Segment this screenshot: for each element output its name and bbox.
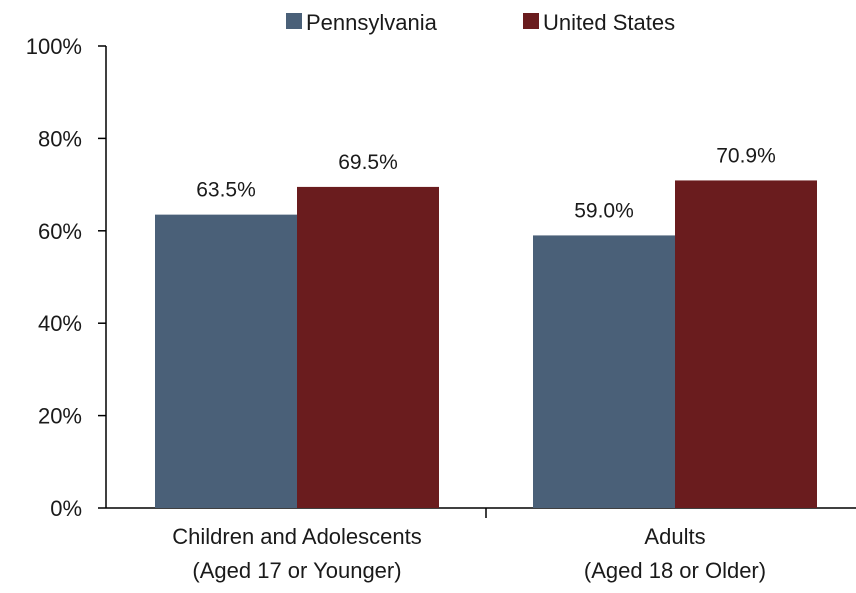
y-tick-label: 40%: [38, 311, 82, 336]
legend-label: Pennsylvania: [306, 10, 438, 35]
x-category-label: (Aged 17 or Younger): [192, 558, 401, 583]
data-label: 63.5%: [196, 179, 256, 202]
data-label: 69.5%: [338, 151, 398, 174]
y-tick-label: 100%: [26, 34, 82, 59]
legend-label: United States: [543, 10, 675, 35]
bar: [675, 180, 817, 508]
y-tick-label: 80%: [38, 126, 82, 151]
bar: [533, 235, 675, 509]
x-category-label: Children and Adolescents: [172, 524, 422, 549]
x-category-label: Adults: [644, 524, 705, 549]
bar: [297, 186, 439, 508]
data-label: 70.9%: [716, 144, 776, 167]
y-tick-label: 0%: [50, 496, 82, 521]
bar: [155, 214, 297, 508]
y-tick-label: 60%: [38, 219, 82, 244]
legend-swatch: [523, 13, 539, 29]
data-label: 59.0%: [574, 199, 634, 222]
x-category-label: (Aged 18 or Older): [584, 558, 766, 583]
legend-swatch: [286, 13, 302, 29]
y-tick-label: 20%: [38, 404, 82, 429]
